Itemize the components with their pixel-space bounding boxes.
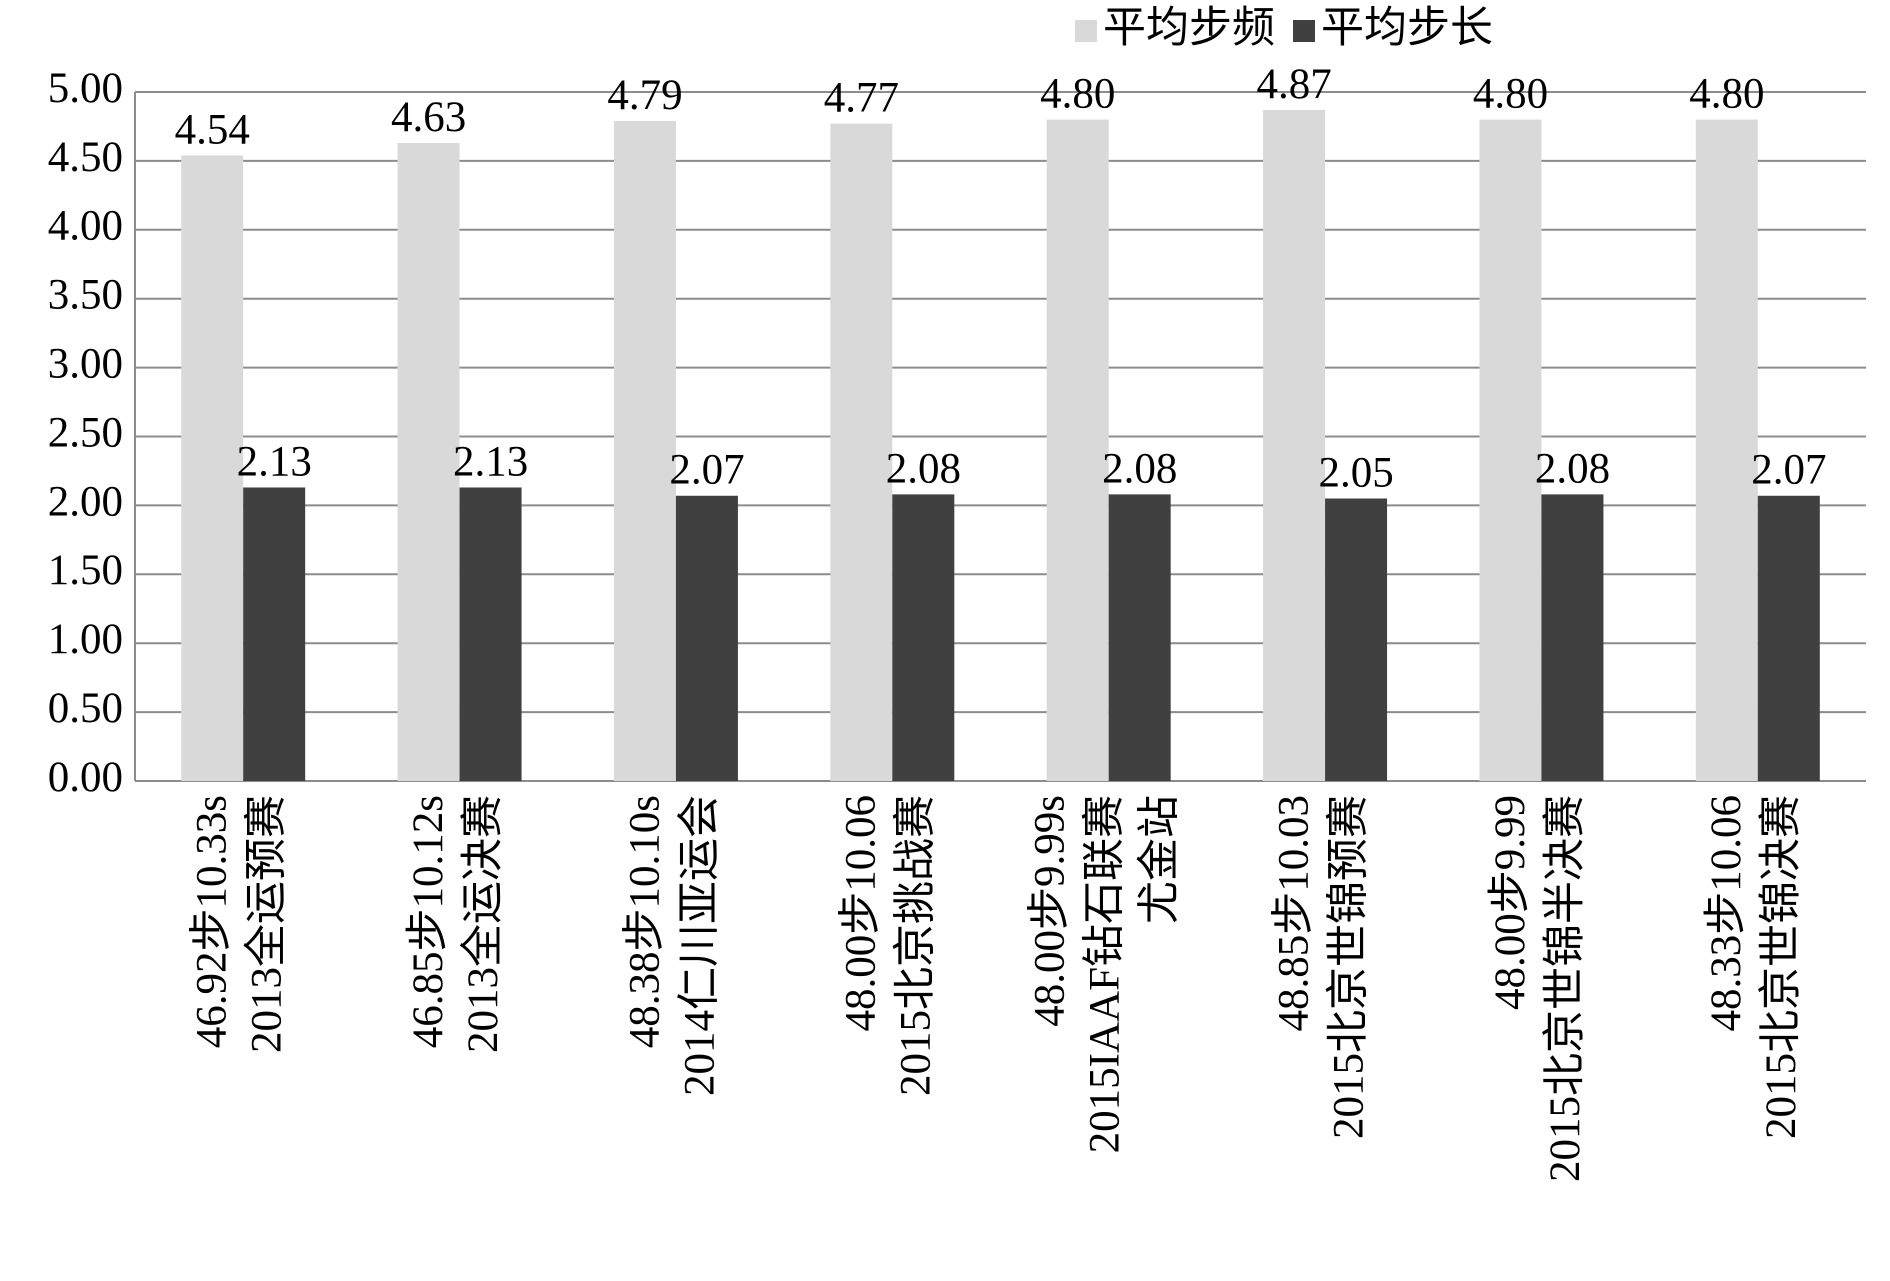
- x-tick-label: 2015IAAF钻石联赛: [1082, 795, 1129, 1153]
- bar: [1695, 119, 1758, 781]
- data-label: 2.08: [1535, 445, 1610, 492]
- data-label: 2.07: [669, 447, 744, 494]
- data-label: 4.63: [391, 94, 466, 141]
- y-tick-label: 1.00: [48, 616, 123, 663]
- x-tick-label: 2015北京挑战赛: [892, 795, 940, 1096]
- x-tick-label: 48.00步9.99: [1487, 795, 1534, 1010]
- y-tick-label: 0.00: [48, 754, 123, 801]
- data-label: 4.79: [607, 72, 682, 119]
- data-label: 4.54: [175, 106, 250, 153]
- x-tick-label: 48.33步10.06: [1703, 795, 1750, 1032]
- x-tick-label: 2013全运决赛: [459, 795, 507, 1053]
- y-tick-label: 4.50: [48, 134, 123, 181]
- bar: [613, 120, 676, 782]
- data-label: 2.05: [1318, 449, 1393, 496]
- y-tick-label: 1.50: [48, 547, 123, 594]
- x-tick-label: 2013全运预赛: [243, 795, 291, 1053]
- x-tick-label: 尤金站: [1136, 795, 1184, 924]
- x-tick-label: 48.00步10.06: [838, 795, 885, 1032]
- data-label: 2.08: [886, 445, 961, 492]
- x-tick-label: 46.92步10.33s: [189, 795, 236, 1048]
- bar: [1108, 494, 1171, 781]
- data-label: 4.80: [1040, 70, 1115, 117]
- x-tick-label: 48.00步9.99s: [1027, 795, 1074, 1027]
- data-label: 2.13: [237, 438, 312, 485]
- y-tick-label: 5.00: [48, 65, 123, 112]
- x-tick-label: 48.38步10.10s: [621, 795, 668, 1048]
- y-tick-label: 0.50: [48, 685, 123, 732]
- bar: [892, 494, 955, 781]
- bar: [1757, 495, 1820, 781]
- data-label: 4.80: [1689, 70, 1764, 117]
- x-tick-label: 2015北京世锦决赛: [1757, 795, 1805, 1139]
- y-tick-label: 3.50: [48, 272, 123, 319]
- x-tick-label: 2014仁川亚运会: [676, 795, 723, 1096]
- legend-swatch: [1293, 20, 1315, 42]
- bar: [1046, 119, 1109, 781]
- bar: [459, 487, 522, 781]
- bar: [397, 142, 460, 782]
- y-tick-label: 2.50: [48, 409, 123, 456]
- bar: [1479, 119, 1542, 781]
- bar: [675, 495, 738, 781]
- bar: [1325, 498, 1388, 781]
- x-tick-label: 48.85步10.03: [1270, 795, 1317, 1032]
- x-tick-label: 46.85步10.12s: [405, 795, 452, 1048]
- legend-swatch: [1075, 20, 1097, 42]
- y-tick-label: 4.00: [48, 203, 123, 250]
- legend-label: 平均步频: [1103, 5, 1275, 52]
- bar: [243, 487, 306, 781]
- data-label: 2.08: [1102, 445, 1177, 492]
- data-label: 2.07: [1751, 447, 1826, 494]
- data-label: 2.13: [453, 438, 528, 485]
- x-tick-label: 2015北京世锦半决赛: [1541, 795, 1589, 1182]
- x-tick-label: 2015北京世锦预赛: [1324, 795, 1372, 1139]
- bar: [181, 155, 244, 781]
- data-label: 4.87: [1256, 61, 1331, 108]
- data-label: 4.77: [824, 75, 899, 122]
- y-tick-label: 3.00: [48, 340, 123, 387]
- legend-label: 平均步长: [1321, 5, 1493, 52]
- bar: [1541, 494, 1604, 781]
- bar: [830, 123, 893, 782]
- bar: [1263, 109, 1326, 781]
- y-tick-label: 2.00: [48, 478, 123, 525]
- data-label: 4.80: [1473, 70, 1548, 117]
